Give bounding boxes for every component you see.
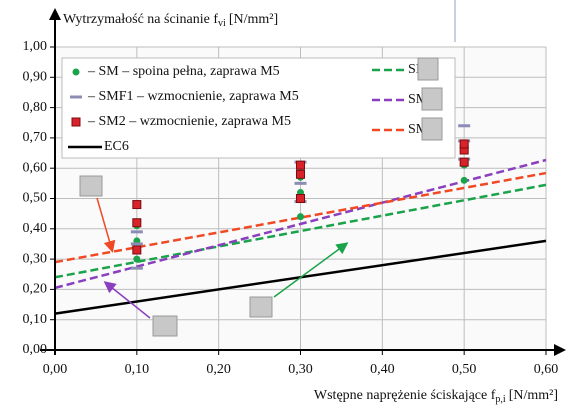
point xyxy=(460,176,468,184)
legend: – SM – spoina pełna, zaprawa M5 – SMF1 – … xyxy=(68,57,443,154)
points xyxy=(130,124,471,270)
arrow xyxy=(273,242,349,298)
legend-marker xyxy=(70,95,82,99)
y-tick-label: 1,00 xyxy=(23,39,48,54)
legend-label: – SMF1 – wzmocnienie, zaprawa M5 xyxy=(87,89,299,104)
point xyxy=(297,213,304,221)
point xyxy=(132,218,142,228)
y-tick-label: 0,70 xyxy=(23,130,48,145)
legend-marker xyxy=(72,68,80,76)
y-tick-label: 0,10 xyxy=(23,312,48,327)
point xyxy=(294,181,307,185)
legend-label: – SM2 – wzmocnienie, zaprawa M5 xyxy=(87,114,291,129)
y-tick-label: 0,80 xyxy=(23,100,48,115)
x-axis-title: Wstępne naprężenie ściskające fp,i [N/mm²… xyxy=(314,388,558,405)
point xyxy=(133,255,141,263)
icon xyxy=(79,175,103,197)
x-tick-label: 0,00 xyxy=(43,362,68,377)
point xyxy=(459,139,469,149)
y-tick-label: 0,40 xyxy=(23,221,48,236)
trend-line xyxy=(54,171,547,264)
icon xyxy=(417,57,439,81)
x-tick-label: 0,50 xyxy=(452,362,477,377)
icon xyxy=(421,87,443,111)
point xyxy=(296,194,305,203)
y-tick-label: 0,20 xyxy=(23,282,48,297)
x-tick-label: 0,10 xyxy=(125,362,150,377)
point xyxy=(296,169,305,179)
arrow xyxy=(103,281,151,319)
point xyxy=(130,242,143,246)
y-tick-label: 0,90 xyxy=(23,70,48,85)
point xyxy=(459,157,469,167)
legend-label: EC6 xyxy=(104,139,129,154)
legend-label: – SM – spoina pełna, zaprawa M5 xyxy=(87,64,280,79)
x-arrow xyxy=(554,344,566,356)
point xyxy=(132,245,142,255)
legend-box xyxy=(61,57,456,159)
y-axis-title: Wytrzymałość na ścinanie fvi [N/mm²] xyxy=(63,12,278,29)
x-tick-label: 0,60 xyxy=(534,362,559,377)
point xyxy=(296,160,305,170)
point xyxy=(130,266,143,270)
point xyxy=(132,200,142,210)
icon xyxy=(152,315,178,337)
y-tick-label: 0,50 xyxy=(23,191,48,206)
arrow xyxy=(96,197,116,253)
x-tick-label: 0,30 xyxy=(288,362,313,377)
icon xyxy=(249,296,273,318)
y-arrow xyxy=(49,8,61,20)
point xyxy=(130,230,143,234)
y-tick-label: 0,00 xyxy=(23,342,48,357)
point xyxy=(458,124,471,128)
icon xyxy=(421,117,443,141)
x-tick-label: 0,20 xyxy=(206,362,231,377)
legend-marker xyxy=(71,117,81,127)
y-tick-label: 0,30 xyxy=(23,251,48,266)
x-tick-label: 0,40 xyxy=(370,362,395,377)
y-tick-label: 0,60 xyxy=(23,160,48,175)
